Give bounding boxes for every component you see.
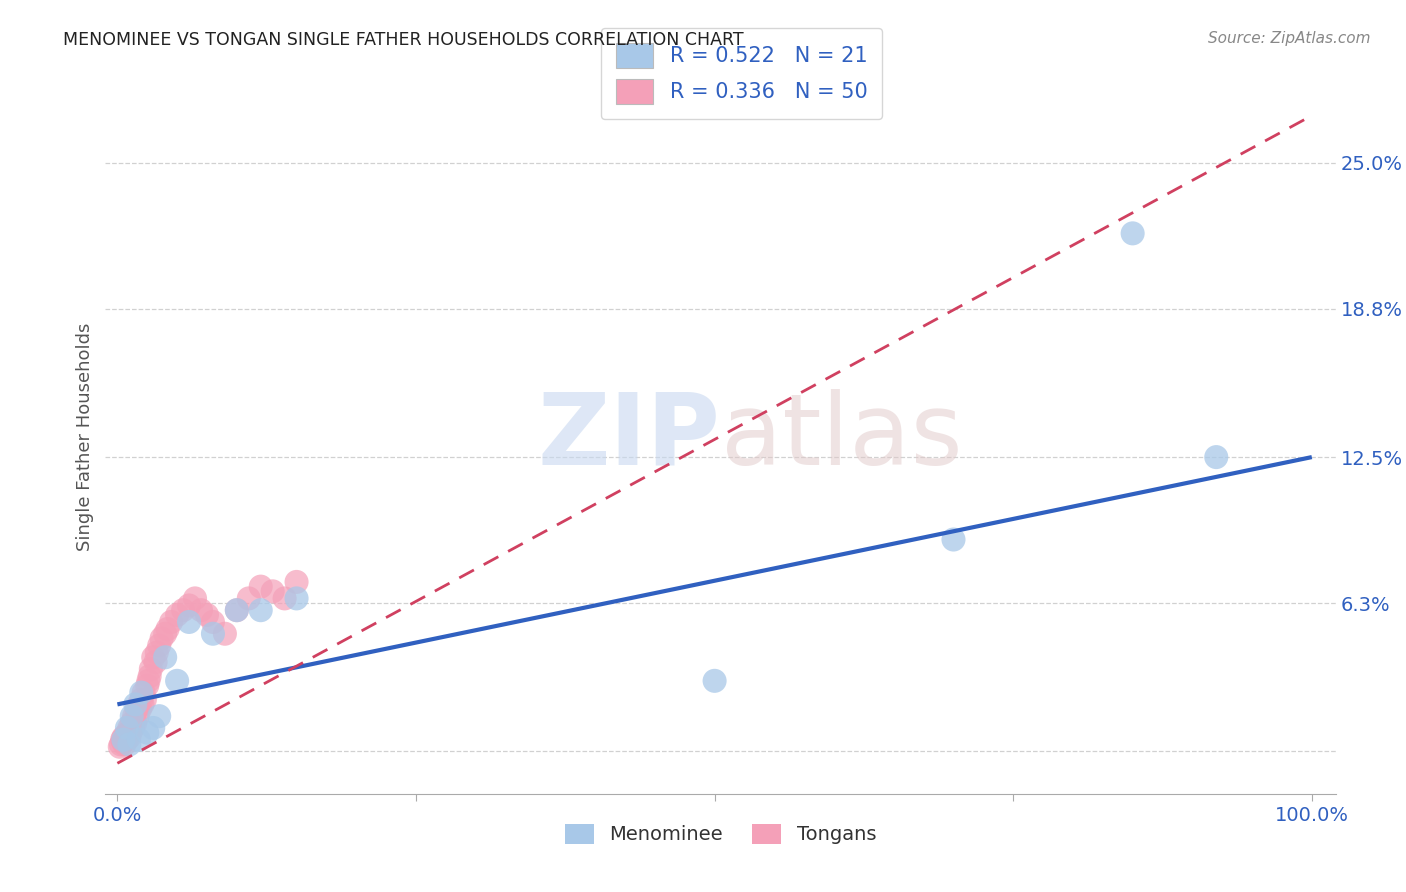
Point [177, 615, 200, 629]
Text: ZIP: ZIP [537, 389, 721, 485]
Point [214, 626, 236, 640]
Point [124, 716, 146, 731]
Point [129, 702, 152, 716]
Point [160, 615, 183, 629]
Point [121, 709, 143, 723]
Point [117, 725, 139, 739]
Point [1122, 227, 1144, 241]
Point [201, 615, 224, 629]
Point [132, 685, 155, 699]
Legend: Menominee, Tongans: Menominee, Tongans [557, 816, 884, 852]
Point [146, 646, 169, 660]
Point [112, 731, 135, 745]
Point [108, 739, 131, 754]
Point [114, 728, 136, 742]
Point [128, 732, 150, 747]
Point [145, 655, 167, 669]
Point [129, 685, 152, 699]
Point [134, 692, 156, 706]
Point [148, 639, 170, 653]
Text: MENOMINEE VS TONGAN SINGLE FATHER HOUSEHOLDS CORRELATION CHART: MENOMINEE VS TONGAN SINGLE FATHER HOUSEH… [63, 31, 744, 49]
Point [262, 584, 284, 599]
Point [122, 721, 145, 735]
Point [142, 650, 165, 665]
Point [238, 591, 260, 606]
Point [122, 709, 145, 723]
Point [125, 702, 148, 716]
Point [153, 626, 176, 640]
Point [112, 732, 135, 747]
Point [128, 698, 150, 712]
Point [156, 622, 179, 636]
Point [118, 731, 141, 745]
Point [225, 603, 247, 617]
Point [142, 721, 165, 735]
Point [110, 738, 132, 752]
Point [177, 599, 200, 613]
Point [166, 607, 188, 622]
Point [285, 574, 308, 589]
Point [115, 721, 138, 735]
Point [131, 698, 153, 712]
Point [115, 732, 138, 747]
Point [112, 735, 135, 749]
Point [120, 725, 142, 739]
Point [139, 662, 162, 676]
Point [184, 591, 207, 606]
Point [249, 603, 271, 617]
Point [114, 738, 136, 752]
Point [153, 650, 176, 665]
Point [1205, 450, 1227, 464]
Point [129, 692, 152, 706]
Point [285, 591, 308, 606]
Text: Source: ZipAtlas.com: Source: ZipAtlas.com [1208, 31, 1371, 46]
Point [118, 738, 141, 752]
Point [166, 673, 188, 688]
Point [111, 732, 134, 747]
Point [118, 721, 141, 735]
Point [124, 698, 146, 712]
Point [138, 673, 160, 688]
Y-axis label: Single Father Households: Single Father Households [76, 323, 94, 551]
Point [225, 603, 247, 617]
Point [249, 580, 271, 594]
Point [273, 591, 295, 606]
Point [121, 716, 143, 731]
Point [136, 679, 159, 693]
Text: atlas: atlas [721, 389, 962, 485]
Point [703, 673, 725, 688]
Point [201, 626, 224, 640]
Point [138, 669, 160, 683]
Point [172, 603, 194, 617]
Point [150, 632, 173, 646]
Point [127, 709, 149, 723]
Point [190, 603, 212, 617]
Point [148, 709, 170, 723]
Point [195, 607, 218, 622]
Point [136, 725, 159, 739]
Point [942, 533, 965, 547]
